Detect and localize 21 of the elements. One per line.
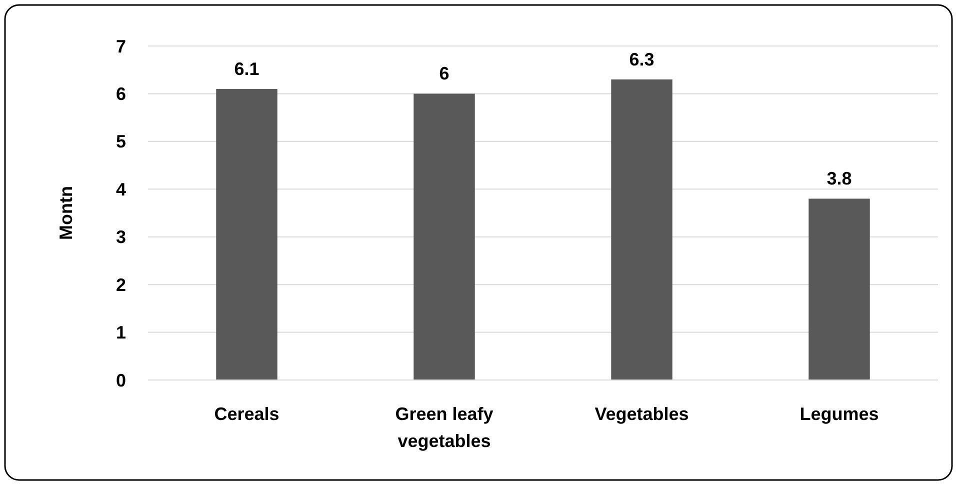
x-tick-label: Cereals (214, 404, 280, 424)
data-label: 3.8 (826, 168, 852, 189)
x-tick-label: Green leafy vegetables (395, 404, 494, 451)
data-label: 6.1 (234, 58, 260, 79)
y-tick-label: 2 (116, 274, 126, 295)
x-tick-label: Vegetables (594, 404, 689, 424)
data-label: 6.3 (629, 49, 654, 70)
x-tick-label: Legumes (800, 404, 879, 424)
data-label: 6 (439, 64, 450, 84)
y-tick-label: 7 (116, 36, 126, 56)
y-axis-title: Montn (56, 186, 76, 240)
bar (808, 198, 870, 380)
bar (414, 94, 475, 380)
bar (611, 79, 672, 380)
y-tick-label: 4 (116, 179, 126, 200)
bar (216, 88, 278, 380)
y-tick-label: 0 (116, 370, 126, 390)
y-tick-label: 3 (116, 227, 126, 248)
y-tick-label: 6 (116, 84, 126, 104)
y-tick-label: 5 (116, 132, 126, 152)
y-tick-label: 1 (116, 322, 126, 343)
